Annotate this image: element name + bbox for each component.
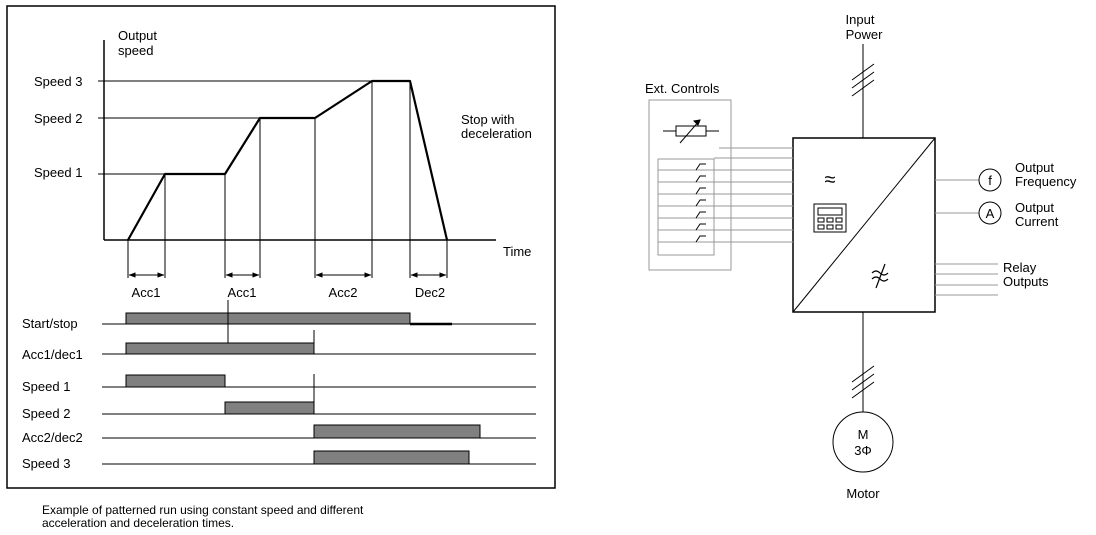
- drop-lines: [127, 81, 448, 278]
- bar-acc2-dec2: [313, 424, 481, 439]
- motor-symbol-m: M: [858, 427, 869, 442]
- relay-outputs-label-2: Outputs: [1003, 274, 1049, 289]
- signal-label-acc1-dec1: Acc1/dec1: [22, 347, 83, 362]
- motor-label: Motor: [846, 486, 880, 501]
- input-power-label-2: Power: [846, 27, 884, 42]
- bar-start-stop: [125, 312, 411, 325]
- dc-symbol: [871, 263, 889, 289]
- axis-label-speed: speed: [118, 43, 153, 58]
- potentiometer-icon: [663, 119, 719, 144]
- signal-label-speed1: Speed 1: [22, 379, 70, 394]
- output-frequency-label-1: Output: [1015, 160, 1054, 175]
- bar-speed1: [125, 374, 226, 388]
- ext-controls-box: [648, 99, 732, 271]
- switch-contacts: [695, 163, 706, 243]
- motor-three-phase-marks: [851, 365, 875, 399]
- figure-caption: Example of patterned run using constant …: [42, 504, 522, 530]
- interval-label-dec2: Dec2: [415, 285, 445, 300]
- label-stop-with: Stop with: [461, 112, 514, 127]
- level-label-speed1: Speed 1: [34, 165, 82, 180]
- signal-label-acc2-dec2: Acc2/dec2: [22, 430, 83, 445]
- bar-acc1-dec1: [125, 342, 315, 355]
- keypad-icon: [813, 203, 847, 233]
- signal-label-speed3: Speed 3: [22, 456, 70, 471]
- input-three-phase-marks: [851, 63, 875, 97]
- bar-speed3: [313, 450, 470, 465]
- ac-symbol: ≈: [825, 169, 836, 191]
- signal-label-speed2: Speed 2: [22, 406, 70, 421]
- ext-controls-label: Ext. Controls: [645, 81, 720, 96]
- output-current-label-1: Output: [1015, 200, 1054, 215]
- profile-frame: [6, 5, 556, 489]
- drive-box-diagonal: [792, 137, 936, 313]
- label-deceleration: deceleration: [461, 126, 532, 141]
- relay-output-lines: [935, 263, 998, 296]
- motor-symbol-phase: 3Φ: [854, 443, 872, 458]
- switch-group-box: [657, 158, 715, 256]
- axis-label-output: Output: [118, 28, 157, 43]
- motor-icon: [832, 411, 894, 473]
- bar-speed2: [224, 401, 315, 415]
- input-power-label-1: Input: [846, 12, 875, 27]
- output-frequency-label-2: Frequency: [1015, 174, 1077, 189]
- relay-outputs-label-1: Relay: [1003, 260, 1037, 275]
- caption-line-2: acceleration and deceleration times.: [42, 516, 235, 530]
- output-current-label-2: Current: [1015, 214, 1059, 229]
- frequency-meter-symbol: f: [988, 173, 992, 188]
- frequency-meter: [978, 168, 1002, 192]
- control-wires: [714, 147, 793, 243]
- level-label-speed2: Speed 2: [34, 111, 82, 126]
- level-label-speed3: Speed 3: [34, 74, 82, 89]
- current-meter-symbol: A: [986, 206, 995, 221]
- current-meter: [978, 201, 1002, 225]
- interval-label-acc1-a: Acc1: [132, 285, 161, 300]
- signal-bars: [125, 312, 481, 465]
- axis-label-time: Time: [503, 244, 531, 259]
- interval-label-acc1-b: Acc1: [228, 285, 257, 300]
- speed-curve: [127, 79, 449, 241]
- interval-label-acc2: Acc2: [329, 285, 358, 300]
- control-switches: [658, 169, 714, 243]
- signal-label-start-stop: Start/stop: [22, 316, 78, 331]
- caption-line-1: Example of patterned run using constant …: [42, 503, 364, 517]
